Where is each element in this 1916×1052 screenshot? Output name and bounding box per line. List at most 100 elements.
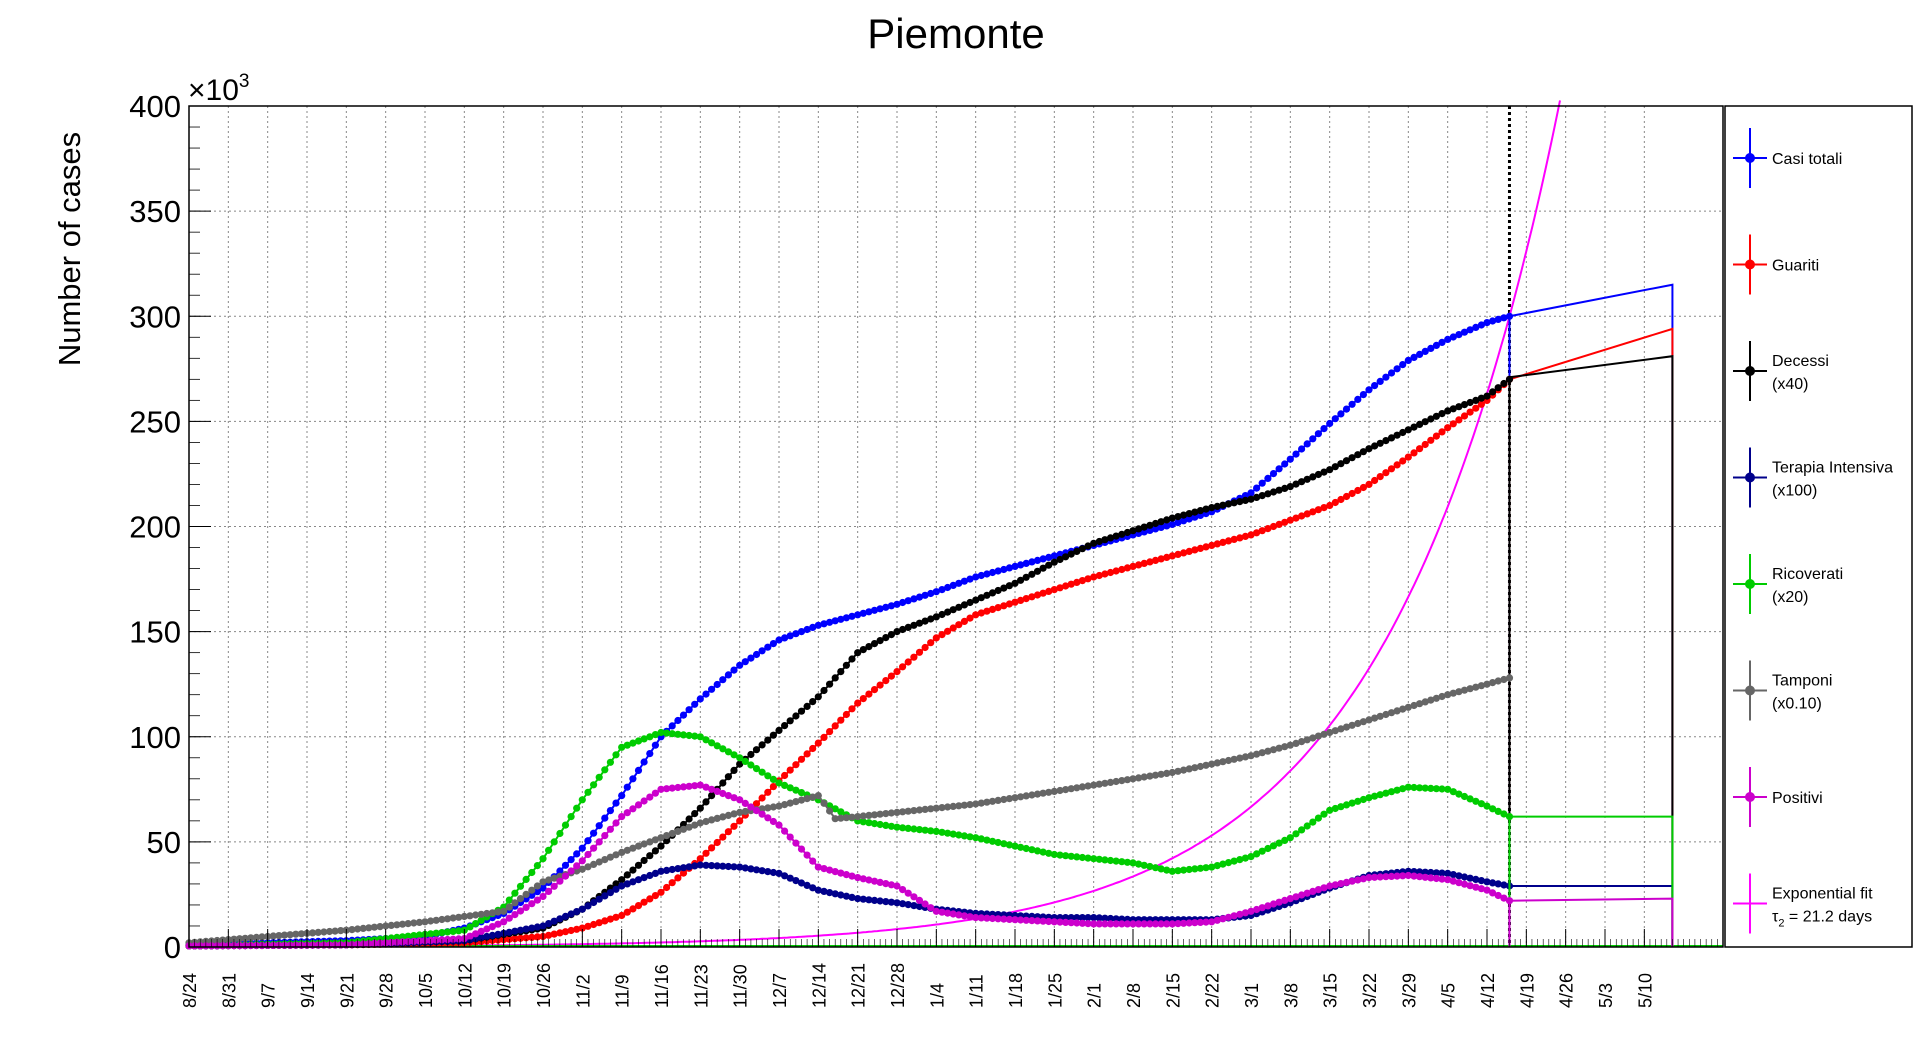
data-point (1281, 836, 1289, 845)
data-point (910, 807, 918, 815)
data-point (1303, 736, 1311, 744)
data-point (713, 742, 721, 750)
data-point (1135, 525, 1143, 533)
data-point (236, 935, 244, 943)
data-point (685, 823, 693, 831)
data-point (606, 807, 615, 815)
data-point (1101, 914, 1109, 922)
data-point (590, 920, 598, 929)
data-point (1298, 512, 1306, 520)
data-point (651, 847, 660, 855)
data-point (1410, 353, 1418, 361)
legend-entry: Terapia Intensiva (x100) (1733, 447, 1893, 508)
data-point (938, 804, 946, 812)
data-point (752, 866, 761, 874)
data-point (1011, 579, 1019, 587)
data-point (1292, 739, 1300, 748)
data-point (1427, 868, 1435, 877)
data-point (797, 789, 806, 797)
data-point (685, 706, 693, 714)
data-point (1365, 480, 1373, 488)
data-point (606, 915, 615, 923)
data-point (730, 751, 738, 759)
data-point (988, 797, 997, 805)
data-point (1444, 335, 1452, 343)
data-point (483, 932, 491, 941)
data-point (1342, 492, 1351, 501)
data-point (449, 914, 457, 922)
data-point (595, 838, 603, 846)
data-point (1253, 493, 1261, 501)
data-point (522, 875, 530, 884)
data-point (1275, 465, 1283, 473)
data-point (1399, 428, 1407, 437)
data-point (516, 907, 525, 915)
x-tick-label: 12/21 (849, 963, 869, 1008)
data-point (848, 813, 856, 821)
data-point (584, 788, 592, 796)
data-point (1022, 559, 1030, 568)
data-point (1039, 917, 1047, 925)
data-point (1033, 567, 1042, 575)
data-point (713, 787, 721, 796)
data-point (820, 887, 828, 896)
data-point (1028, 917, 1036, 925)
data-point (882, 677, 890, 685)
data-point (752, 800, 761, 808)
data-point (708, 816, 716, 824)
data-point (612, 885, 620, 893)
data-point (584, 902, 592, 910)
data-point (567, 867, 575, 875)
data-point (955, 579, 963, 587)
data-point (663, 729, 671, 737)
data-point (1460, 792, 1469, 801)
data-point (1393, 365, 1401, 373)
data-point (1309, 508, 1317, 516)
x-tick-label: 10/19 (495, 963, 515, 1008)
data-point (1062, 786, 1070, 794)
data-point (1298, 738, 1306, 746)
data-point (1326, 882, 1334, 890)
data-point (915, 826, 924, 834)
data-point (960, 577, 969, 585)
data-point (949, 830, 957, 838)
data-point (286, 931, 294, 939)
data-point (1073, 784, 1081, 792)
data-point (455, 913, 463, 921)
data-point (1241, 854, 1249, 862)
data-point (927, 904, 935, 912)
data-point (820, 686, 828, 695)
data-point (837, 615, 845, 623)
data-point (1090, 781, 1098, 789)
data-point (657, 842, 665, 850)
data-point (1129, 859, 1137, 867)
data-point (1286, 516, 1294, 524)
data-point (1286, 895, 1294, 903)
data-point (1489, 679, 1497, 687)
data-point (708, 844, 716, 852)
data-point (1348, 721, 1356, 729)
data-point (865, 608, 873, 616)
data-point (1163, 866, 1171, 874)
data-point (837, 869, 845, 877)
data-point (1309, 887, 1317, 896)
data-point (1056, 786, 1064, 795)
data-point (1219, 538, 1227, 547)
data-point (1078, 853, 1086, 862)
data-point (651, 731, 660, 739)
data-point (578, 857, 586, 865)
data-point (1269, 842, 1278, 850)
data-point (1494, 807, 1502, 816)
data-point (679, 864, 688, 872)
data-point (848, 655, 856, 663)
data-point (803, 881, 811, 890)
data-point (1185, 509, 1193, 518)
data-point (769, 640, 778, 648)
x-tick-label: 9/7 (259, 983, 279, 1008)
data-point (584, 863, 592, 871)
data-point (1253, 484, 1261, 492)
data-point (927, 805, 935, 813)
data-point (567, 926, 575, 935)
data-point (1174, 767, 1182, 775)
data-point (932, 804, 940, 812)
